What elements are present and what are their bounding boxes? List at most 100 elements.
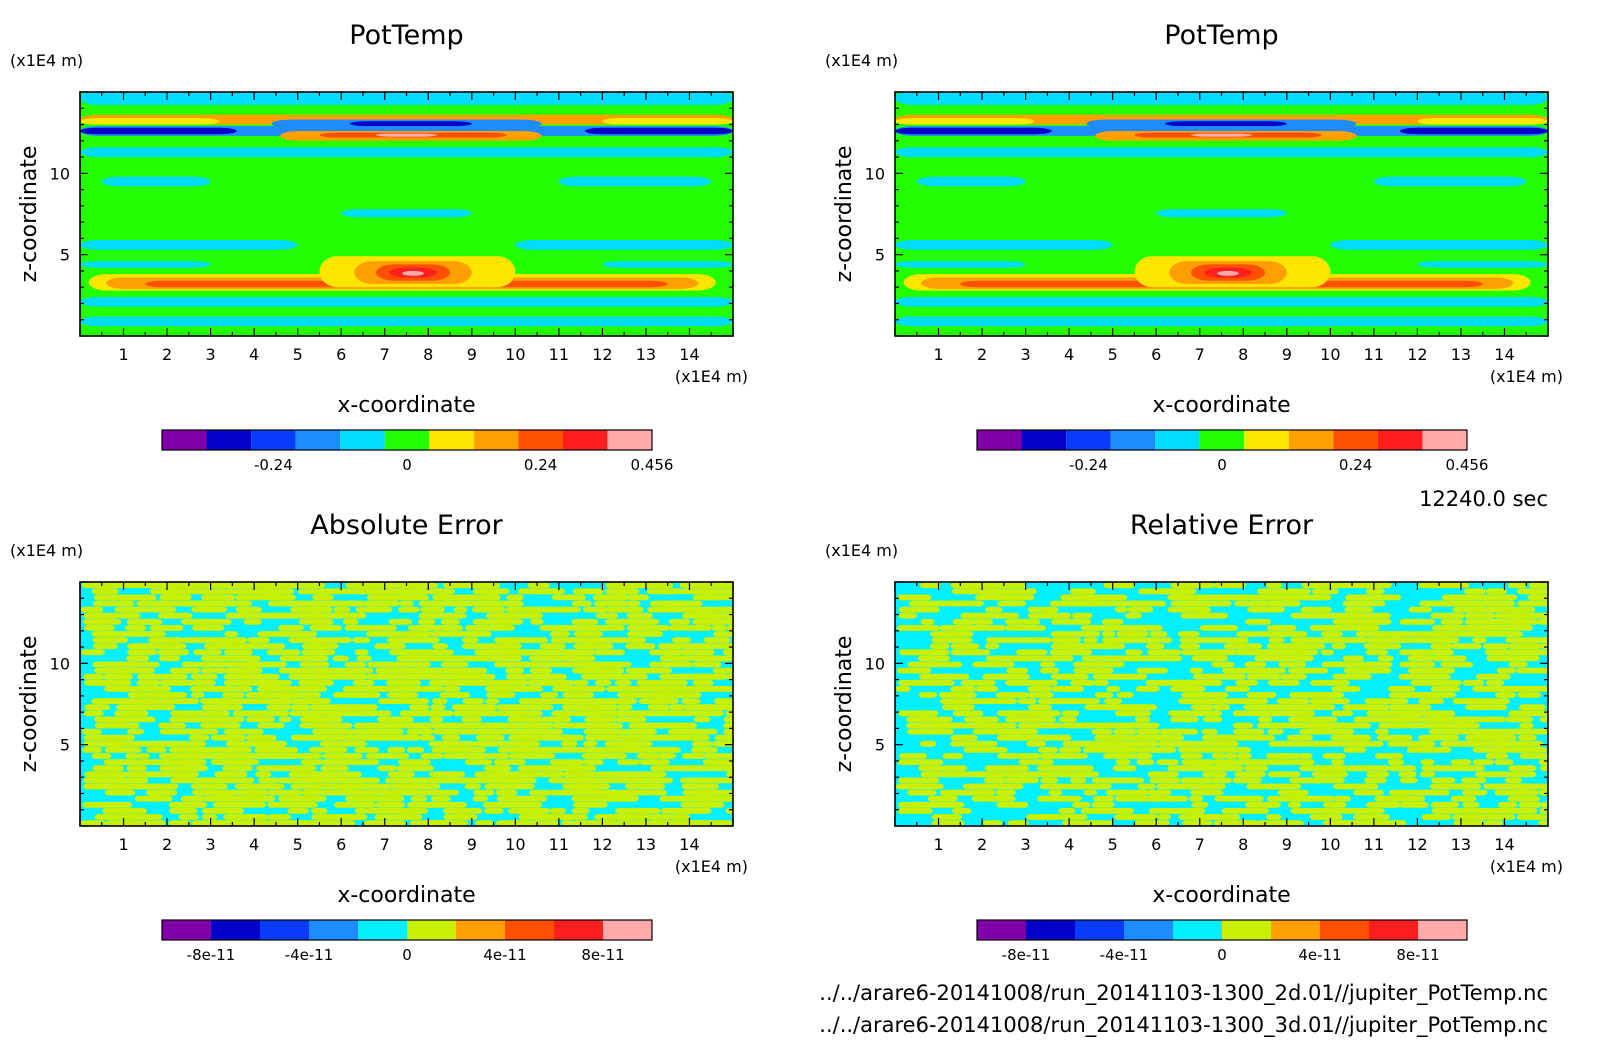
field-cell — [310, 698, 326, 704]
colorbar-swatch — [562, 430, 608, 450]
field-cell — [703, 643, 719, 650]
field-cell — [724, 643, 733, 650]
field-cell — [309, 643, 325, 650]
field-cell — [1387, 686, 1416, 692]
colorbar-label: 0.24 — [524, 456, 557, 474]
field-cell — [333, 606, 351, 613]
field-cell — [236, 747, 252, 753]
field-cell — [420, 686, 444, 692]
field-cell — [1430, 698, 1445, 704]
field-cell — [974, 747, 1008, 753]
field-cell — [354, 649, 369, 656]
field-cell — [723, 588, 733, 595]
field-cell — [1062, 820, 1087, 826]
field-cell — [1051, 637, 1081, 643]
field-cell — [1301, 667, 1329, 674]
field-cell — [473, 789, 495, 796]
field-cell — [278, 625, 304, 631]
field-cell — [222, 789, 238, 796]
field-cell — [1540, 643, 1548, 650]
field-cell — [1267, 783, 1302, 790]
field-cell — [1265, 704, 1296, 711]
potemp-3d-x-label: x-coordinate — [1152, 393, 1290, 418]
field-cell — [1178, 747, 1206, 753]
field-cell — [669, 600, 703, 607]
field-cell — [624, 637, 647, 643]
field-cell — [1507, 655, 1540, 662]
x-tick-label: 11 — [549, 835, 569, 854]
field-cell — [1071, 631, 1086, 637]
field-cell — [679, 643, 710, 650]
field-cell — [463, 667, 488, 674]
field-cell — [722, 728, 733, 735]
field-cell — [464, 594, 480, 601]
field-cell — [1473, 625, 1502, 631]
field-cell — [1508, 740, 1544, 747]
field-cell — [1265, 801, 1280, 808]
field-cell — [354, 808, 368, 814]
field-cell — [899, 649, 928, 656]
field-cell — [311, 686, 328, 692]
field-cell — [453, 808, 483, 814]
field-cell — [201, 625, 225, 631]
field-cell — [1472, 759, 1495, 765]
field-cell — [909, 777, 940, 784]
field-cell — [192, 679, 217, 686]
field-cell — [1508, 643, 1542, 650]
field-cell — [1386, 637, 1414, 643]
field-cell — [268, 747, 299, 753]
field-cell — [1157, 734, 1185, 741]
field-cell — [1149, 777, 1181, 784]
field-cell — [1136, 753, 1153, 759]
field-cell — [1060, 686, 1084, 692]
field-cell — [919, 740, 937, 747]
field-cell — [594, 679, 612, 686]
band-cyan — [1417, 261, 1548, 268]
field-cell — [190, 692, 205, 698]
colorbar-swatch — [429, 430, 474, 450]
field-cell — [1232, 710, 1250, 717]
field-cell — [309, 625, 342, 631]
field-cell — [1103, 661, 1125, 668]
field-cell — [960, 612, 990, 619]
field-cell — [918, 692, 937, 698]
field-cell — [126, 728, 145, 735]
potemp-3d-panel: PotTemp(x1E4 m)1 2 3 4 5 6 7 8 9 10 11 12 13 14510(x1… — [825, 20, 1563, 474]
field-cell — [475, 734, 505, 741]
field-cell — [973, 716, 992, 723]
field-cell — [200, 606, 216, 613]
band-cyan — [895, 296, 1548, 307]
field-cell — [1223, 753, 1238, 759]
field-cell — [344, 612, 367, 619]
field-cell — [442, 625, 463, 631]
field-cell — [1039, 783, 1074, 790]
field-cell — [1407, 655, 1435, 662]
band-cyan — [895, 261, 1026, 268]
field-cell — [375, 820, 406, 826]
field-cell — [320, 777, 353, 784]
x-tick-label: 9 — [1282, 835, 1292, 854]
field-cell — [1462, 679, 1485, 686]
field-cell — [1343, 747, 1367, 753]
field-cell — [1136, 655, 1163, 662]
file-path-3d: ../../arare6-20141008/run_20141103-1300_… — [819, 1013, 1548, 1038]
colorbar-label: 4e-11 — [1298, 946, 1341, 964]
field-cell — [200, 667, 215, 674]
field-cell — [1450, 759, 1472, 765]
potemp-3d-field — [895, 92, 1548, 336]
colorbar-swatch — [162, 920, 211, 940]
field-cell — [909, 625, 940, 631]
field-cell — [257, 722, 285, 729]
field-cell — [1115, 759, 1131, 765]
field-cell — [636, 753, 661, 759]
field-cell — [461, 716, 482, 723]
absolute-error-field — [80, 582, 733, 826]
x-tick-label: 12 — [592, 345, 612, 364]
field-cell — [1484, 820, 1504, 826]
field-cell — [952, 618, 976, 625]
field-cell — [333, 765, 350, 772]
field-cell — [1387, 765, 1417, 772]
field-cell — [344, 625, 375, 631]
field-cell — [156, 692, 188, 698]
field-cell — [352, 801, 377, 808]
